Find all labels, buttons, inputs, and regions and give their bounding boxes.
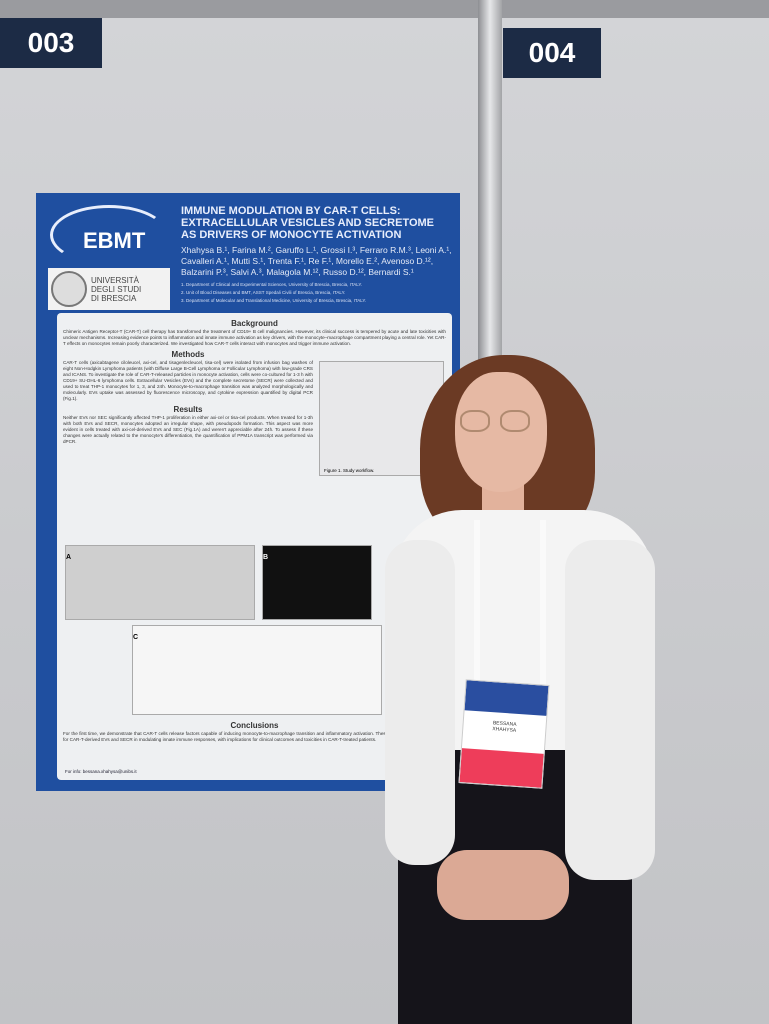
section-text: Chimeric Antigen Receptor-T (CAR-T) cell… (63, 329, 447, 346)
ebmt-logo: EBMT (50, 205, 168, 265)
section-heading: Results (173, 405, 203, 414)
lanyard (540, 520, 546, 685)
right-sleeve (565, 540, 655, 880)
figure-1a-microscopy: A (65, 545, 255, 620)
hands (437, 850, 569, 920)
university-seal-icon (51, 271, 87, 307)
section-heading: Methods (171, 350, 205, 359)
university-logo: UNIVERSITÀ DEGLI STUDI DI BRESCIA (48, 268, 170, 310)
glasses-icon (500, 410, 530, 432)
section-text: Neither EVs nor SEC significantly affect… (63, 415, 313, 444)
booth-number-right: 004 (503, 28, 601, 78)
figure-1c-bar-charts: C (132, 625, 382, 715)
lanyard (474, 520, 480, 685)
booth-number-left: 003 (0, 18, 102, 68)
poster-title: IMMUNE MODULATION BY CAR-T CELLS: EXTRAC… (181, 205, 435, 241)
poster-body: Background Chimeric Antigen Receptor-T (… (57, 313, 452, 780)
left-sleeve (385, 540, 455, 865)
section-text: CAR-T cells (axicabtagene ciloleucel, ax… (63, 360, 313, 401)
poster-affiliations: 1. Department of Clinical and Experiment… (181, 282, 367, 303)
section-heading: Conclusions (230, 721, 279, 730)
name-badge: BESSANA XHAHYSA (458, 679, 550, 789)
poster-authors: Xhahysa B.¹, Farina M.², Garuffo L.¹, Gr… (181, 245, 452, 277)
contact-info: For info: bessana.xhahysa@unibs.it (65, 769, 137, 774)
face (455, 372, 547, 492)
section-text: For the first time, we demonstrate that … (63, 731, 446, 742)
section-heading: Background (231, 319, 278, 328)
glasses-icon (460, 410, 490, 432)
booth-top-frame (0, 0, 769, 18)
figure-1b-fluorescence: B (262, 545, 372, 620)
